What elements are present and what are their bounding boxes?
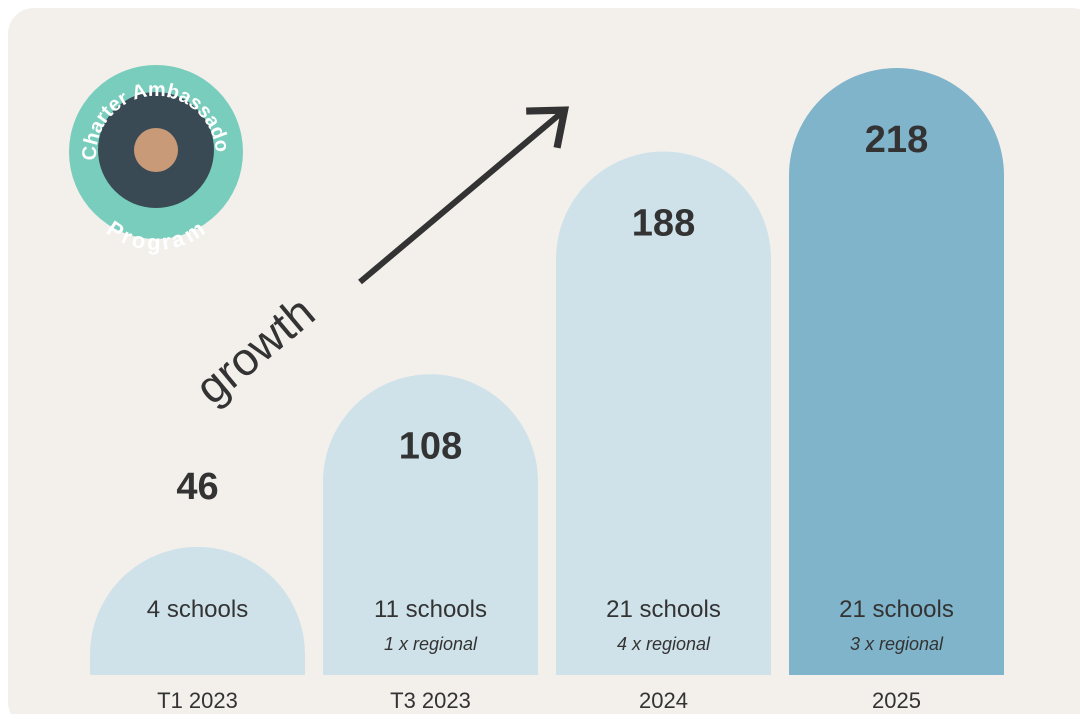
schools-label: 4 schools xyxy=(147,596,248,623)
schools-label: 21 schools xyxy=(839,596,954,623)
x-tick-label: 2024 xyxy=(639,688,688,713)
schools-label: 11 schools xyxy=(374,596,487,623)
x-tick-label: T3 2023 xyxy=(390,688,471,713)
x-tick-label: 2025 xyxy=(872,688,921,713)
regional-label: 1 x regional xyxy=(384,634,478,654)
bar xyxy=(323,374,538,675)
chart: Charter Ambassador Program growth 464 sc… xyxy=(0,0,1080,714)
value-label: 46 xyxy=(176,466,218,508)
value-label: 188 xyxy=(632,203,695,245)
regional-label: 3 x regional xyxy=(850,634,944,654)
schools-label: 21 schools xyxy=(606,596,721,623)
value-label: 218 xyxy=(865,119,928,161)
x-tick-label: T1 2023 xyxy=(157,688,238,713)
regional-label: 4 x regional xyxy=(617,634,711,654)
value-label: 108 xyxy=(399,425,462,467)
page: Charter Ambassador Program growth 464 sc… xyxy=(0,0,1080,714)
